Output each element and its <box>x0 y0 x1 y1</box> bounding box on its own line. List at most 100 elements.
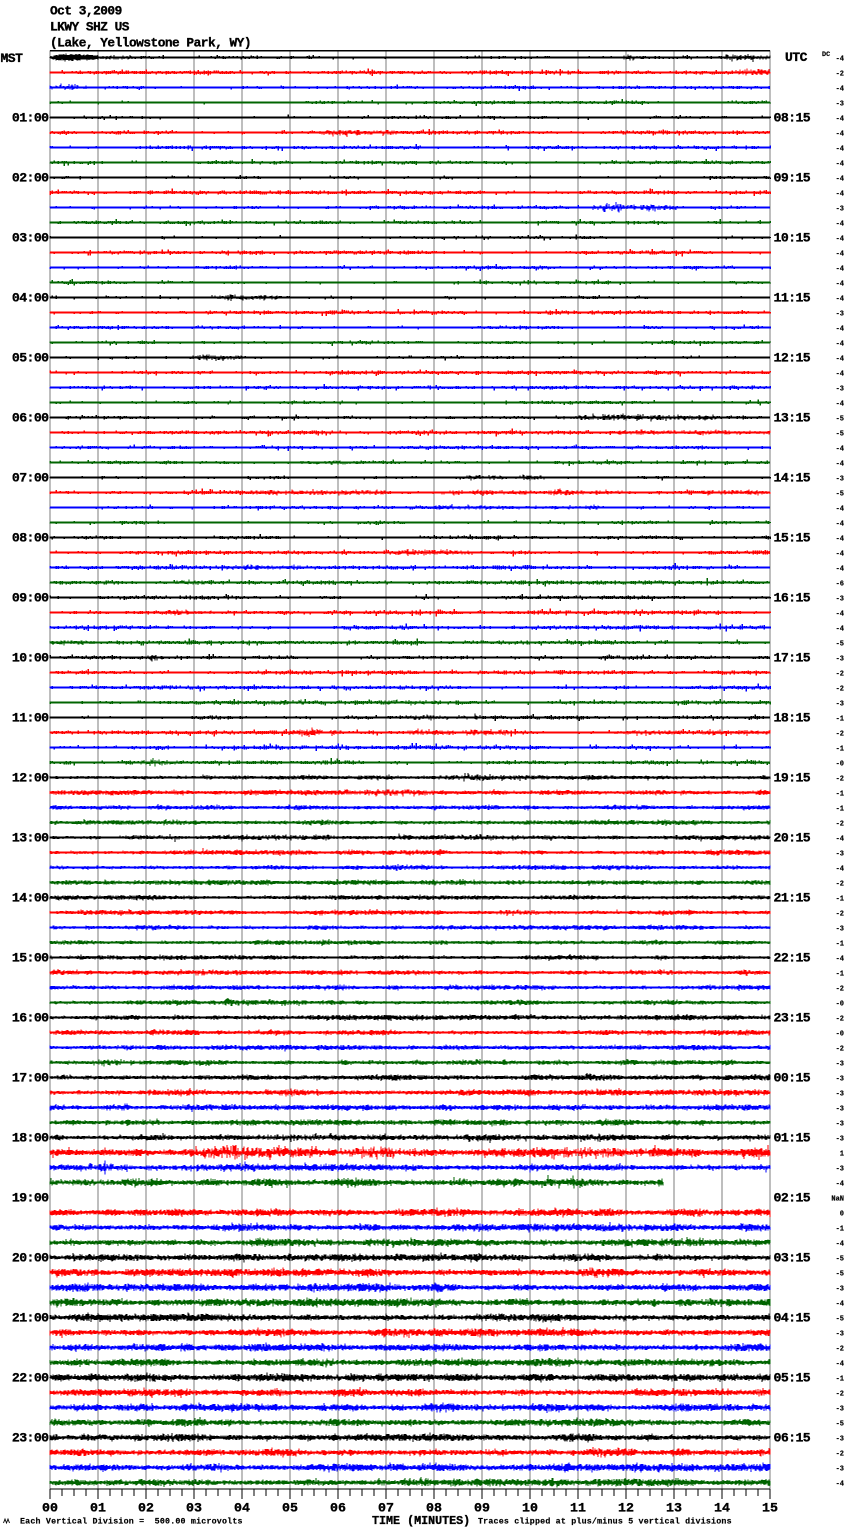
svg-text:-2: -2 <box>836 671 844 679</box>
svg-text:14:00: 14:00 <box>12 891 49 906</box>
svg-text:UTC: UTC <box>785 50 808 65</box>
svg-text:08:00: 08:00 <box>12 531 49 546</box>
svg-text:00:15: 00:15 <box>774 1071 811 1086</box>
svg-text:-2: -2 <box>836 821 844 829</box>
svg-text:01:15: 01:15 <box>774 1131 811 1146</box>
svg-text:03: 03 <box>186 1501 202 1516</box>
svg-text:05: 05 <box>282 1501 298 1516</box>
svg-text:-4: -4 <box>836 371 844 379</box>
svg-text:TIME (MINUTES): TIME (MINUTES) <box>372 1514 470 1528</box>
svg-text:04:00: 04:00 <box>12 291 49 306</box>
svg-text:-3: -3 <box>836 656 844 664</box>
svg-text:04: 04 <box>234 1501 250 1516</box>
svg-text:Traces clipped at plus/minus 5: Traces clipped at plus/minus 5 vertical … <box>478 1517 732 1527</box>
svg-text:-6: -6 <box>836 581 844 589</box>
svg-text:07:00: 07:00 <box>12 471 49 486</box>
svg-text:-4: -4 <box>836 1301 844 1309</box>
svg-text:-4: -4 <box>836 326 844 334</box>
svg-text:-1: -1 <box>836 806 844 814</box>
svg-text:01: 01 <box>90 1501 106 1516</box>
svg-text:06:00: 06:00 <box>12 411 49 426</box>
svg-text:-4: -4 <box>836 131 844 139</box>
svg-text:-3: -3 <box>836 1076 844 1084</box>
svg-text:-3: -3 <box>836 476 844 484</box>
svg-text:10:15: 10:15 <box>774 231 811 246</box>
svg-text:-2: -2 <box>836 1451 844 1459</box>
svg-text:-0: -0 <box>836 761 844 769</box>
svg-text:-4: -4 <box>836 281 844 289</box>
svg-text:-4: -4 <box>836 1361 844 1369</box>
svg-text:MST: MST <box>1 51 24 66</box>
svg-text:05:15: 05:15 <box>774 1371 811 1386</box>
svg-text:22:00: 22:00 <box>12 1371 49 1386</box>
svg-text:12:00: 12:00 <box>12 771 49 786</box>
svg-text:-4: -4 <box>836 506 844 514</box>
svg-text:17:00: 17:00 <box>12 1071 49 1086</box>
svg-text:-4: -4 <box>836 161 844 169</box>
svg-text:12:15: 12:15 <box>774 351 811 366</box>
svg-text:02:00: 02:00 <box>12 171 49 186</box>
svg-text:-4: -4 <box>836 866 844 874</box>
svg-text:Each Vertical Division = 500.: Each Vertical Division = 500.00 microvol… <box>20 1517 243 1527</box>
svg-text:-3: -3 <box>836 311 844 319</box>
svg-text:-4: -4 <box>836 551 844 559</box>
svg-text:-5: -5 <box>836 1256 844 1264</box>
svg-text:-0: -0 <box>836 1031 844 1039</box>
svg-text:08:15: 08:15 <box>774 111 811 126</box>
svg-text:-4: -4 <box>836 341 844 349</box>
svg-text:-4: -4 <box>836 296 844 304</box>
svg-text:-4: -4 <box>836 626 844 634</box>
svg-text:-4: -4 <box>836 56 844 64</box>
svg-text:-3: -3 <box>836 1331 844 1339</box>
svg-text:-4: -4 <box>836 521 844 529</box>
svg-text:11:00: 11:00 <box>12 711 49 726</box>
svg-text:-5: -5 <box>836 1271 844 1279</box>
svg-text:21:00: 21:00 <box>12 1311 49 1326</box>
svg-text:-4: -4 <box>836 1481 844 1489</box>
svg-text:-1: -1 <box>836 941 844 949</box>
svg-text:Oct 3,2009: Oct 3,2009 <box>50 3 122 18</box>
svg-text:15: 15 <box>762 1501 778 1516</box>
svg-text:LKWY SHZ US: LKWY SHZ US <box>50 19 130 34</box>
svg-text:-4: -4 <box>836 266 844 274</box>
svg-text:-4: -4 <box>836 401 844 409</box>
svg-text:-4: -4 <box>836 1181 844 1189</box>
svg-text:06:15: 06:15 <box>774 1431 811 1446</box>
svg-text:-4: -4 <box>836 221 844 229</box>
svg-text:09:00: 09:00 <box>12 591 49 606</box>
svg-text:-1: -1 <box>836 716 844 724</box>
svg-text:-1: -1 <box>836 791 844 799</box>
svg-text:-5: -5 <box>836 416 844 424</box>
svg-text:-4: -4 <box>836 116 844 124</box>
svg-text:-4: -4 <box>836 611 844 619</box>
svg-text:-2: -2 <box>836 686 844 694</box>
svg-text:-5: -5 <box>836 1421 844 1429</box>
svg-text:-4: -4 <box>836 836 844 844</box>
svg-text:20:00: 20:00 <box>12 1251 49 1266</box>
svg-text:(Lake, Yellowstone Park, WY): (Lake, Yellowstone Park, WY) <box>50 36 251 51</box>
svg-text:-4: -4 <box>836 356 844 364</box>
svg-text:18:15: 18:15 <box>774 711 811 726</box>
svg-text:12: 12 <box>618 1501 634 1516</box>
svg-text:20:15: 20:15 <box>774 831 811 846</box>
svg-text:02: 02 <box>138 1501 154 1516</box>
svg-text:-2: -2 <box>836 911 844 919</box>
svg-text:-2: -2 <box>836 1016 844 1024</box>
svg-text:-3: -3 <box>836 206 844 214</box>
svg-text:-1: -1 <box>836 971 844 979</box>
svg-text:-4: -4 <box>836 86 844 94</box>
svg-text:-2: -2 <box>836 1346 844 1354</box>
svg-text:23:00: 23:00 <box>12 1431 49 1446</box>
svg-text:-4: -4 <box>836 146 844 154</box>
svg-text:03:15: 03:15 <box>774 1251 811 1266</box>
svg-text:-2: -2 <box>836 731 844 739</box>
svg-text:03:00: 03:00 <box>12 231 49 246</box>
svg-text:01:00: 01:00 <box>12 111 49 126</box>
svg-text:-3: -3 <box>836 1406 844 1414</box>
svg-text:-2: -2 <box>836 986 844 994</box>
svg-text:09:15: 09:15 <box>774 171 811 186</box>
svg-text:-3: -3 <box>836 101 844 109</box>
svg-text:-1: -1 <box>836 746 844 754</box>
svg-text:NaN: NaN <box>831 1196 844 1204</box>
svg-text:22:15: 22:15 <box>774 951 811 966</box>
